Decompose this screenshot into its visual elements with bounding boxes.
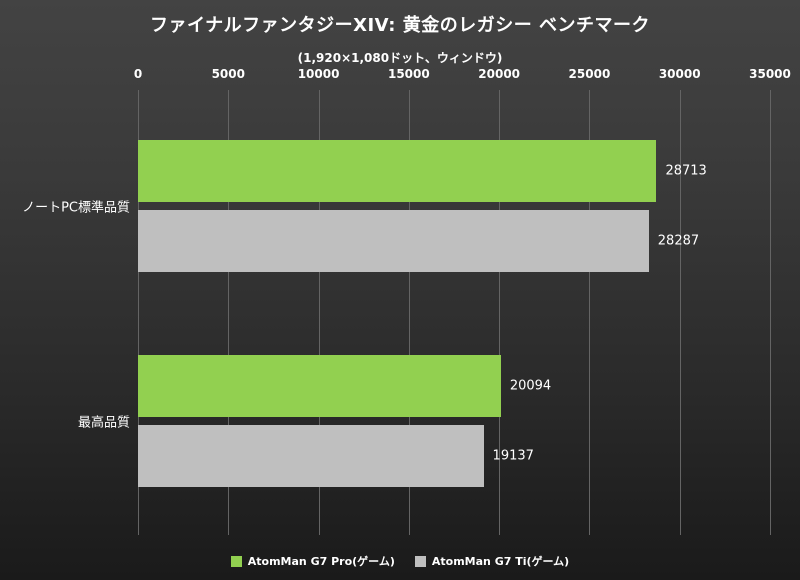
value-label: 28713 <box>665 163 707 179</box>
legend: AtomMan G7 Pro(ゲーム) AtomMan G7 Ti(ゲーム) <box>0 553 800 569</box>
bar-g7-ti <box>138 210 649 272</box>
legend-swatch <box>414 555 426 567</box>
gridline <box>318 90 320 535</box>
legend-swatch <box>230 555 242 567</box>
x-axis-tick-label: 25000 <box>568 67 611 81</box>
category-label: ノートPC標準品質 <box>22 200 130 216</box>
x-axis-tick-label: 20000 <box>478 67 521 81</box>
legend-label: AtomMan G7 Pro(ゲーム) <box>247 555 395 568</box>
chart-subtitle: (1,920×1,080ドット、ウィンドウ) <box>297 51 503 65</box>
gridline <box>138 90 139 535</box>
gridline <box>408 90 410 535</box>
legend-item: AtomMan G7 Ti(ゲーム) <box>414 553 570 569</box>
gridline <box>679 90 681 535</box>
bar-g7-ti <box>138 425 484 487</box>
bar-g7-pro <box>138 140 657 202</box>
bar-g7-pro <box>138 355 501 417</box>
x-axis-tick-label: 35000 <box>749 67 791 81</box>
x-axis-tick-label: 15000 <box>387 67 430 81</box>
category-label: 最高品質 <box>77 415 130 431</box>
legend-item: AtomMan G7 Pro(ゲーム) <box>230 553 395 569</box>
gridline <box>589 90 591 535</box>
legend-label: AtomMan G7 Ti(ゲーム) <box>431 555 570 568</box>
gridline <box>770 90 771 535</box>
value-label: 20094 <box>509 378 552 394</box>
x-axis-tick-label: 10000 <box>297 67 340 81</box>
x-axis-tick-label: 30000 <box>658 67 701 81</box>
x-axis-tick-label: 0 <box>133 67 143 81</box>
gridline <box>499 90 501 535</box>
value-label: 19137 <box>492 448 534 464</box>
chart-title: ファイナルファンタジーXIV: 黄金のレガシー ベンチマーク <box>149 15 651 36</box>
gridline <box>228 90 230 535</box>
value-label: 28287 <box>657 233 700 249</box>
x-axis-tick-label: 5000 <box>211 67 245 81</box>
